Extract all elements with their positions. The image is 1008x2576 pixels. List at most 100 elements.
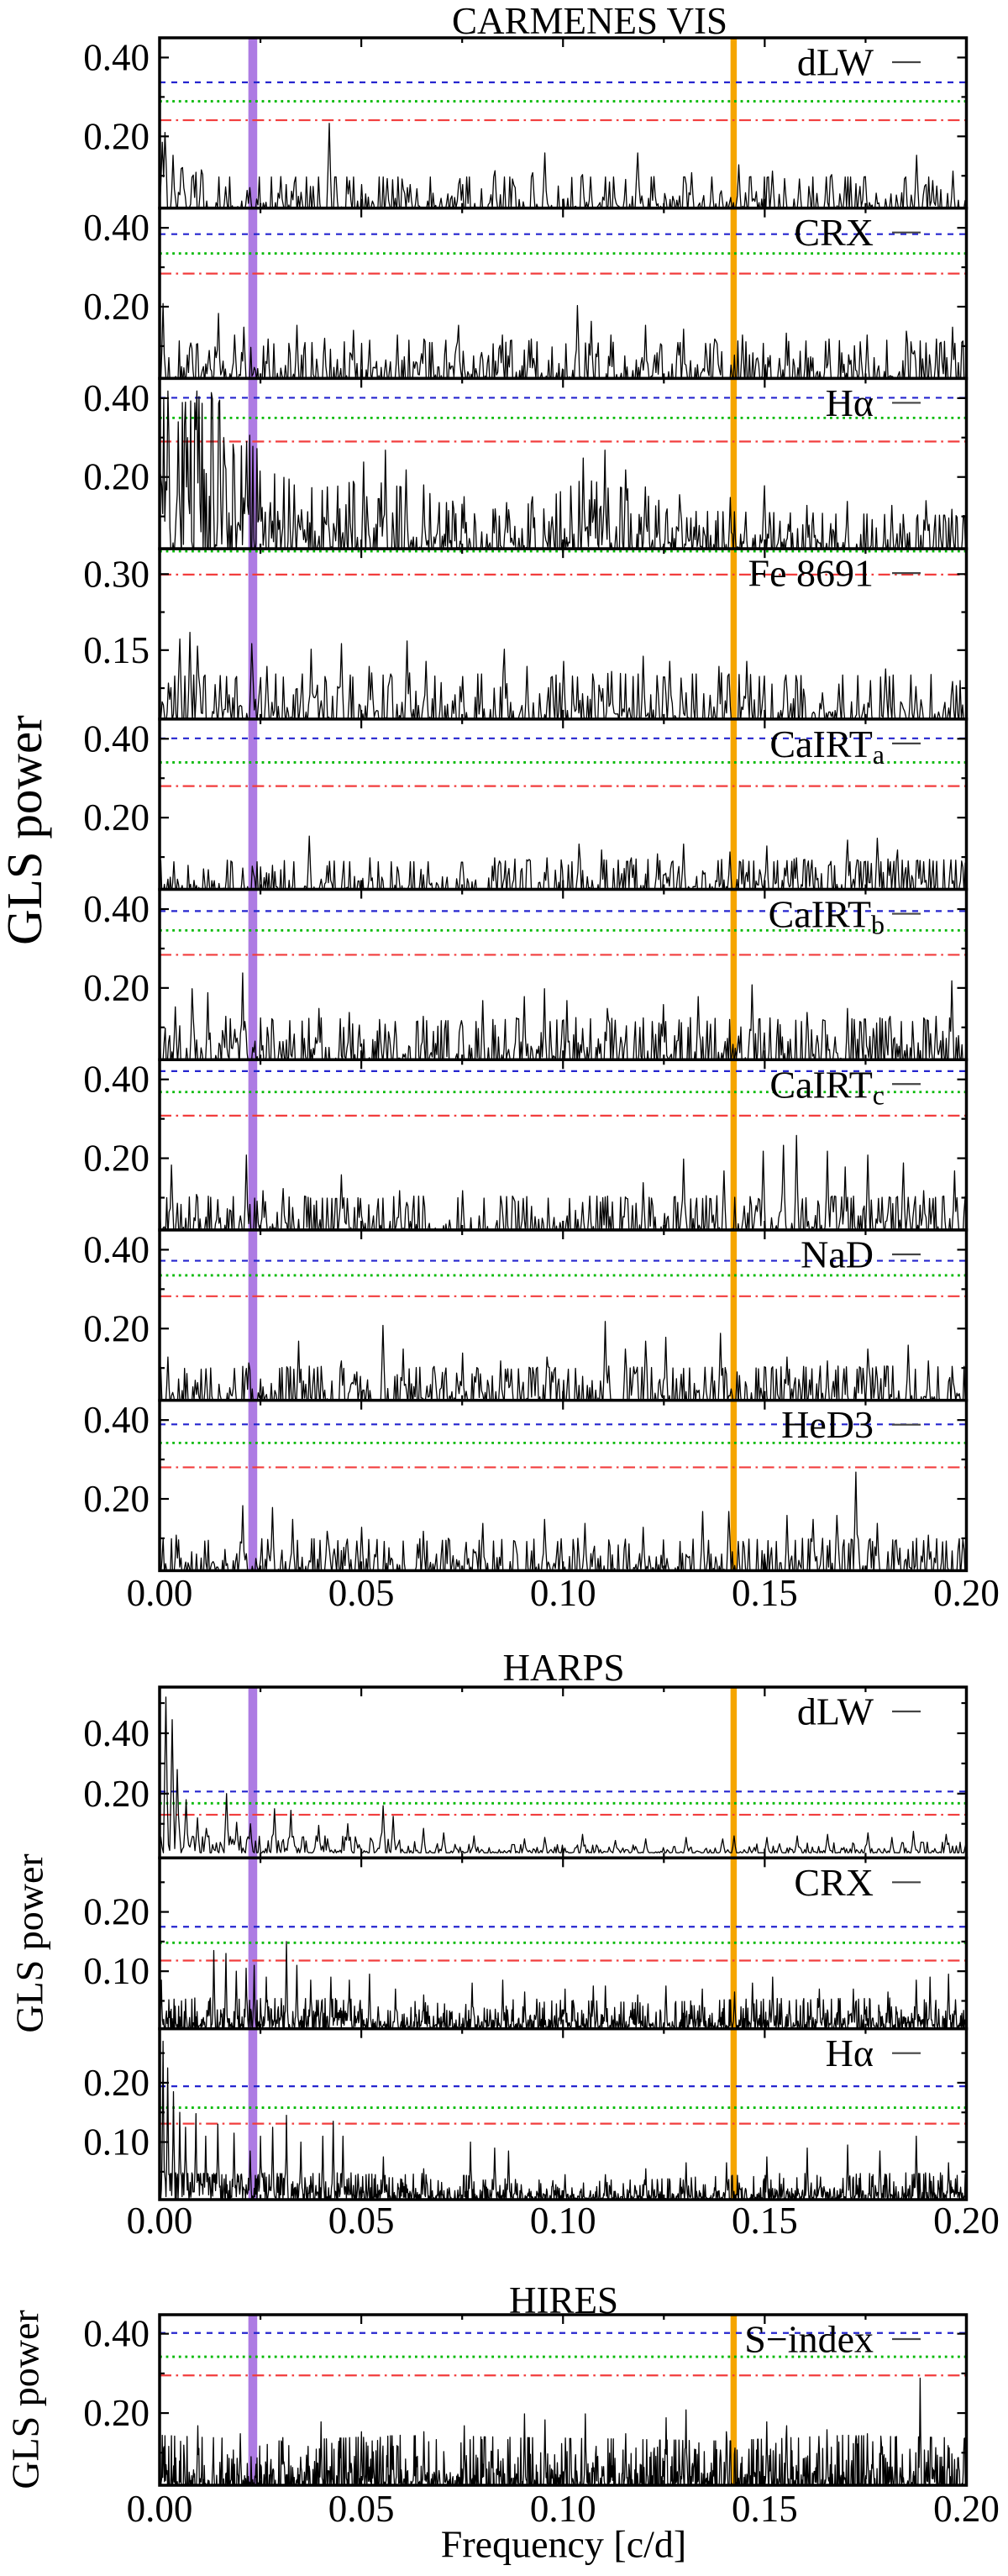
legend-label: dLW (797, 1690, 874, 1733)
rotation-period-band (248, 718, 258, 890)
y-tick-label: 0.20 (83, 1138, 150, 1180)
x-axis-label: Frequency [c/d] (441, 2523, 687, 2566)
x-tick-label: 0.00 (127, 1572, 193, 1614)
y-tick-label: 0.40 (83, 1228, 150, 1270)
y-tick-label: 0.20 (83, 2392, 150, 2434)
panel-frame (158, 2027, 969, 2201)
block-title-carmenes: CARMENES VIS (452, 0, 727, 42)
panel-carmenes-h: 0.20 0.40 Hα (83, 376, 969, 550)
rotation-period-band (248, 2028, 258, 2200)
y-tick-label: 0.40 (83, 36, 150, 78)
rotation-period-band (248, 38, 258, 208)
y-tick-label: 0.40 (83, 207, 150, 249)
panel-carmenes-dlw: 0.20 0.40 dLW (83, 36, 969, 210)
panels-root: 0.20 0.40 dLW 0.20 0.40 CRX 0.20 0.40 Hα 0.15 0.30… (83, 36, 1000, 2530)
y-axis-label-carmenes: GLS power (0, 715, 52, 945)
x-tick-label: 0.00 (127, 2488, 193, 2530)
panel-background (160, 1059, 967, 1230)
rotation-period-band (248, 2315, 258, 2485)
y-tick-label: 0.40 (83, 888, 150, 930)
y-tick-label: 0.20 (83, 1307, 150, 1349)
panel-harps-h: 0.10 0.20 Hα (83, 2027, 969, 2201)
legend-label: Fe 8691 (748, 552, 874, 595)
block-title-harps: HARPS (502, 1647, 624, 1689)
x-tick-label: 0.10 (530, 2200, 596, 2242)
panel-carmenes-cairtc: 0.20 0.40 CaIRTc (83, 1058, 969, 1232)
x-tick-label: 0.05 (328, 1572, 395, 1614)
panel-carmenes-crx: 0.20 0.40 CRX (83, 206, 969, 381)
legend-label: HeD3 (781, 1403, 874, 1446)
legend-label: S−index (744, 2318, 874, 2361)
y-tick-label: 0.40 (83, 1399, 150, 1441)
panel-carmenes-cairta: 0.20 0.40 CaIRTa (83, 718, 969, 891)
panel-carmenes-fe8691: 0.15 0.30 Fe 8691 (83, 547, 969, 721)
y-tick-label: 0.20 (83, 286, 150, 328)
panel-carmenes-cairtb: 0.20 0.40 CaIRTb (83, 887, 969, 1062)
panel-background (160, 718, 967, 890)
legend-label: NaD (801, 1233, 874, 1275)
x-tick-label: 0.00 (127, 2200, 193, 2242)
periodogram-curve (160, 632, 964, 719)
x-tick-label: 0.10 (530, 2488, 596, 2530)
x-tick-label: 0.10 (530, 1572, 596, 1614)
rotation-period-band (248, 1687, 258, 1858)
y-tick-label: 0.20 (83, 456, 150, 498)
x-tick-label: 0.15 (732, 2200, 798, 2242)
panel-background (160, 378, 967, 549)
y-tick-label: 0.20 (83, 1478, 150, 1520)
panel-hires-sindex: 0.20 0.40 S−index (83, 2313, 969, 2487)
y-tick-label: 0.40 (83, 1059, 150, 1101)
legend-label: Hα (826, 2032, 874, 2074)
panel-frame (158, 1398, 969, 1573)
panel-frame (158, 2313, 969, 2487)
y-tick-label: 0.15 (83, 629, 150, 671)
y-tick-label: 0.40 (83, 718, 150, 760)
rotation-period-band (248, 208, 258, 379)
rotation-period-band (248, 1400, 258, 1571)
panel-carmenes-hed3: 0.20 0.40 HeD3 (83, 1398, 969, 1573)
panel-carmenes-nad: 0.20 0.40 NaD (83, 1228, 969, 1402)
y-tick-label: 0.40 (83, 1712, 150, 1754)
y-axis-label-harps: GLS power (8, 1853, 51, 2032)
rotation-period-band (248, 1858, 258, 2029)
panel-harps-crx: 0.10 0.20 CRX (83, 1856, 969, 2031)
rotation-period-band (248, 549, 258, 719)
x-tick-label: 0.15 (732, 2488, 798, 2530)
legend-label: CaIRTb (769, 892, 885, 940)
y-tick-label: 0.20 (83, 967, 150, 1009)
y-tick-label: 0.20 (83, 1773, 150, 1815)
legend-label: CaIRTc (769, 1063, 885, 1111)
panel-background (160, 1687, 967, 1858)
legend-label: Hα (826, 381, 874, 424)
rotation-period-band (248, 1229, 258, 1401)
y-tick-label: 0.10 (83, 1950, 150, 1992)
x-tick-label: 0.05 (328, 2200, 395, 2242)
x-tick-label: 0.20 (933, 1572, 1000, 1614)
x-tick-label: 0.20 (933, 2200, 1000, 2242)
rotation-period-band (248, 889, 258, 1060)
y-tick-label: 0.40 (83, 377, 150, 419)
legend-label: CRX (794, 1861, 874, 1904)
panel-background (160, 2028, 967, 2200)
y-tick-label: 0.20 (83, 1891, 150, 1933)
panel-background (160, 889, 967, 1060)
x-tick-label: 0.05 (328, 2488, 395, 2530)
block-hires: 0.20 0.40 S−index 0.00 0.05 0.10 0.15 0.20 (83, 2313, 1000, 2530)
block-carmenes-vis: 0.20 0.40 dLW 0.20 0.40 CRX 0.20 0.40 Hα 0.15 0.30… (83, 36, 1000, 1614)
legend-label: CRX (794, 211, 874, 254)
panel-background (160, 208, 967, 379)
y-tick-label: 0.20 (83, 2062, 150, 2104)
y-tick-label: 0.30 (83, 553, 150, 595)
y-tick-label: 0.20 (83, 796, 150, 839)
rotation-period-band (248, 1059, 258, 1230)
y-axis-label-hires: GLS power (4, 2310, 47, 2489)
panel-harps-dlw: 0.20 0.40 dLW (83, 1685, 969, 1860)
block-harps: 0.20 0.40 dLW 0.10 0.20 CRX 0.10 0.20 Hα 0.00 0.05… (83, 1685, 1000, 2242)
x-tick-label: 0.20 (933, 2488, 1000, 2530)
y-tick-label: 0.20 (83, 115, 150, 157)
y-tick-label: 0.10 (83, 2121, 150, 2163)
periodogram-curve (160, 1941, 967, 2029)
y-tick-label: 0.40 (83, 2313, 150, 2355)
legend-label: dLW (797, 41, 874, 84)
